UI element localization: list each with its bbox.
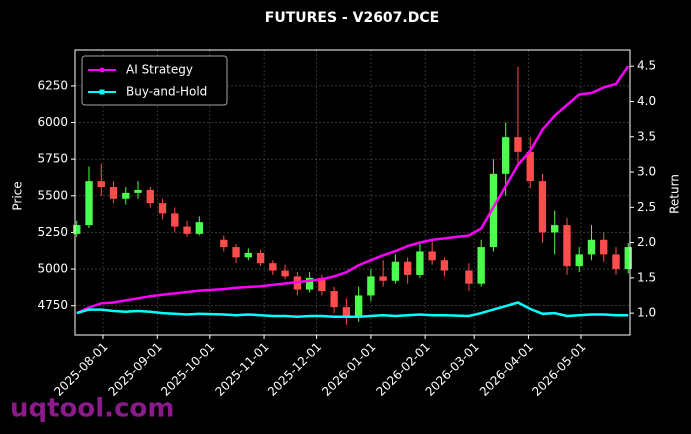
y2-tick-label: 3.5 [637,129,656,143]
candle-body [134,189,142,193]
y2-tick-label: 1.0 [637,306,656,320]
candle-body [624,247,632,270]
candle-body [109,187,118,199]
chart-title: FUTURES - V2607.DCE [265,10,439,26]
candle-body [489,173,498,248]
candle-body [171,213,179,227]
y-tick-label: 6000 [37,115,68,129]
candle-body [391,261,400,281]
candle-body [195,222,203,234]
plot-frame [74,49,631,336]
candle-body [403,261,412,275]
y-tick-label: 4750 [37,298,68,312]
candle-body [158,203,167,214]
candle-body [281,270,289,277]
y-tick-label: 5000 [37,262,68,276]
candle-body [502,137,510,174]
candle-body [354,295,363,316]
candle-body [440,260,449,271]
candle-body [428,251,436,261]
candle-body [269,263,277,271]
candle-body [330,291,338,308]
grid [75,50,630,335]
series-line [76,65,630,315]
y2-tick-label: 4.0 [637,94,656,108]
candle-body [318,277,326,292]
legend-label: Buy-and-Hold [126,85,207,99]
candle-body [538,181,547,233]
candle-body [122,192,130,199]
candle-body [563,225,571,267]
series-line [76,301,629,318]
y-tick-label: 5500 [37,188,68,202]
y-tick-label: 6250 [37,78,68,92]
legend-box [81,55,228,106]
candle-body [465,270,473,284]
y-tick-label: 5250 [37,225,68,239]
candle-body [85,181,93,226]
legend-marker [99,89,105,95]
candle-body [183,226,191,234]
candle-body [220,239,228,248]
candle-body [367,276,375,296]
y2-tick-label: 3.0 [637,165,656,179]
candle-body [514,137,522,152]
candle-body [244,252,253,258]
candle-body [600,239,608,255]
candle-body [526,151,534,182]
candle-body [477,247,485,284]
y-tick-label: 5750 [37,152,68,166]
candle-body [587,239,596,255]
legend-label: AI Strategy [126,63,193,77]
y2-axis-label: Return [668,174,682,214]
candle-body [416,251,424,275]
candle-body [232,247,240,258]
y2-tick-label: 1.5 [637,270,656,284]
y2-tick-label: 2.0 [637,235,656,249]
candle-body [551,225,559,233]
y-axis-label: Price [11,181,25,210]
candle-body [73,225,81,234]
legend-marker [99,67,105,73]
candle-body [379,276,387,281]
watermark: uqtool.com [10,394,174,424]
candle-body [612,254,620,270]
y2-tick-label: 2.5 [637,200,656,214]
candle-body [256,252,265,264]
candle-body [342,307,351,316]
candle-body [575,254,583,267]
y2-tick-label: 4.5 [637,59,656,73]
candle-body [97,181,105,188]
candle-body [305,277,314,290]
candle-body [146,189,154,204]
